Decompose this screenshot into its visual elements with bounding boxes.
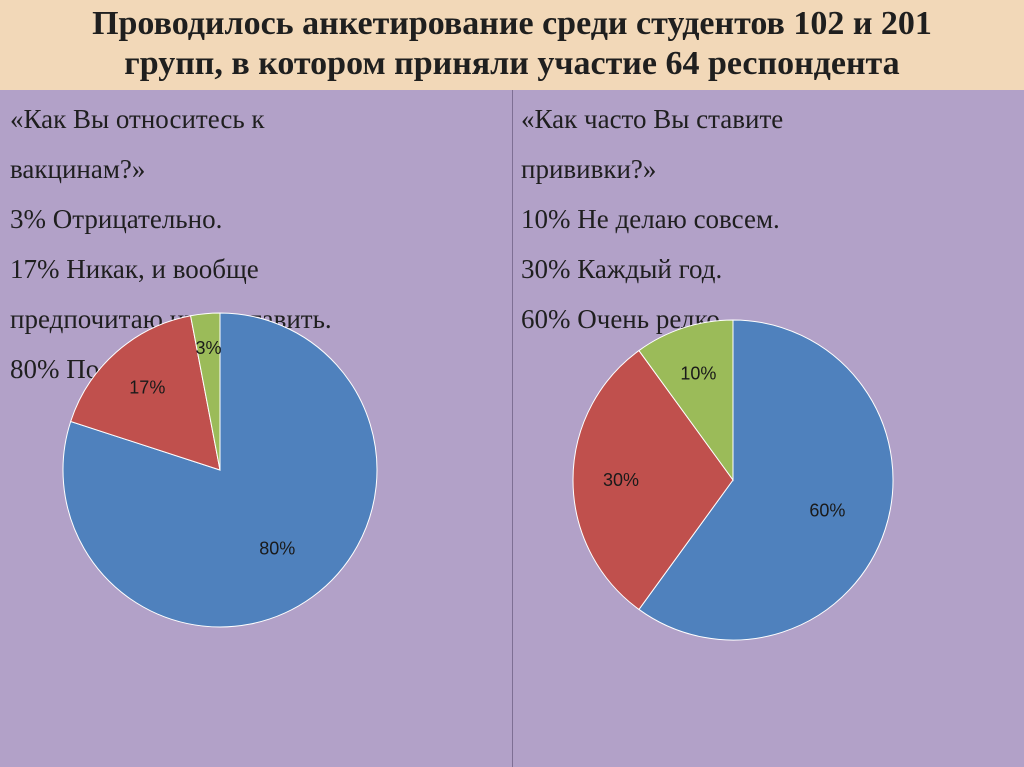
left-text-line: вакцинам?» <box>10 154 146 184</box>
pie-slice <box>70 315 221 471</box>
pie-slice <box>638 319 734 482</box>
pie-data-label: 80% <box>259 539 295 559</box>
left-text-line: «Как Вы относитесь к <box>10 104 265 134</box>
right-question-text: «Как часто Вы ставите прививки?» 10% Не … <box>521 94 961 344</box>
pie-slice <box>62 312 378 628</box>
vaccine-attitude-pie-chart: 80% 17% 3% <box>62 312 378 628</box>
title-line-1: Проводилось анкетирование среди студенто… <box>92 5 932 42</box>
left-text-line: 3% Отрицательно. <box>10 204 223 234</box>
pie-data-label: 3% <box>195 338 221 358</box>
title-banner: Проводилось анкетирование среди студенто… <box>0 0 1024 91</box>
pie-data-label: 10% <box>680 363 716 383</box>
right-text-line: 10% Не делаю совсем. <box>521 204 780 234</box>
pie-data-label: 30% <box>603 470 639 490</box>
right-text-line: 30% Каждый год. <box>521 254 723 284</box>
pie-slice <box>572 349 734 611</box>
left-text-line: 17% Никак, и вообще <box>10 254 259 284</box>
slide-title: Проводилось анкетирование среди студенто… <box>0 0 1024 84</box>
pie-slice <box>189 312 221 471</box>
left-question-text: «Как Вы относитесь к вакцинам?» 3% Отриц… <box>10 94 450 394</box>
right-text-line: «Как часто Вы ставите <box>521 104 784 134</box>
vaccination-frequency-pie-chart: 60% 30% 10% <box>572 319 894 641</box>
pie-data-label: 60% <box>809 501 845 521</box>
title-line-2: групп, в котором приняли участие 64 респ… <box>124 45 900 82</box>
pie-data-label: 17% <box>129 378 165 398</box>
pie-slice <box>638 319 894 641</box>
right-text-line: прививки?» <box>521 154 657 184</box>
